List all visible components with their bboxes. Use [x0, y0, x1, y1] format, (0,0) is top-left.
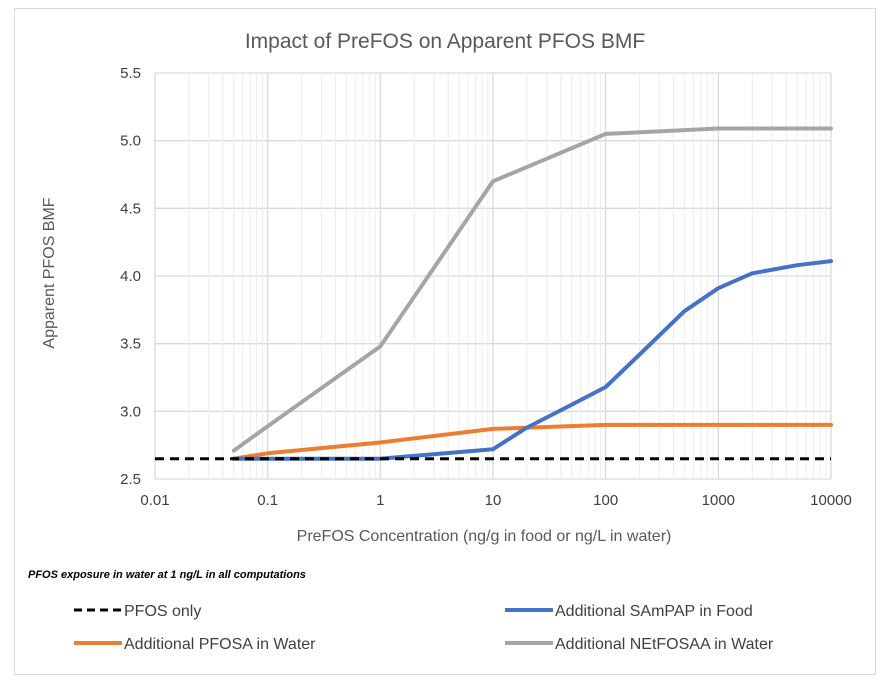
legend-label-pfos-only: PFOS only: [124, 603, 201, 620]
legend-label-additional-sampap-in-food: Additional SAmPAP in Food: [555, 603, 753, 620]
y-tick-label: 3.5: [120, 336, 141, 353]
y-tick-labels: 2.5 3.0 3.5 4.0 4.5 5.0 5.5: [120, 65, 141, 488]
chart-title: Impact of PreFOS on Apparent PFOS BMF: [245, 30, 645, 53]
x-tick-labels: 0.01 0.1 1 10 100 1000 10000: [140, 492, 851, 509]
y-tick-label: 3.0: [120, 403, 141, 420]
x-tick-label: 10000: [810, 492, 852, 509]
x-tick-label: 0.01: [140, 492, 169, 509]
gridlines: [154, 72, 832, 480]
x-tick-label: 0.1: [257, 492, 278, 509]
y-tick-label: 4.0: [120, 268, 141, 285]
chart-frame: [14, 8, 876, 675]
x-tick-label: 100: [593, 492, 618, 509]
computation-note: PFOS exposure in water at 1 ng/L in all …: [28, 569, 306, 581]
series-line-additional-pfosa-in-water: [231, 422, 833, 461]
legend-label-additional-pfosa-in-water: Additional PFOSA in Water: [124, 636, 316, 653]
series-line-additional-netfosaa-in-water: [231, 126, 833, 453]
x-tick-label: 1: [376, 492, 384, 509]
y-tick-label: 5.5: [120, 65, 141, 82]
x-tick-label: 1000: [702, 492, 735, 509]
series-lines: [155, 126, 833, 461]
y-axis-label: Apparent PFOS BMF: [41, 197, 58, 348]
y-tick-label: 4.5: [120, 200, 141, 217]
x-tick-label: 10: [485, 492, 502, 509]
x-axis-label: PreFOS Concentration (ng/g in food or ng…: [297, 528, 672, 545]
legend-label-additional-netfosaa-in-water: Additional NEtFOSAA in Water: [555, 636, 774, 653]
legend: PFOS only Additional SAmPAP in Food Additi…: [74, 603, 774, 653]
y-tick-label: 2.5: [120, 471, 141, 488]
y-tick-label: 5.0: [120, 133, 141, 150]
